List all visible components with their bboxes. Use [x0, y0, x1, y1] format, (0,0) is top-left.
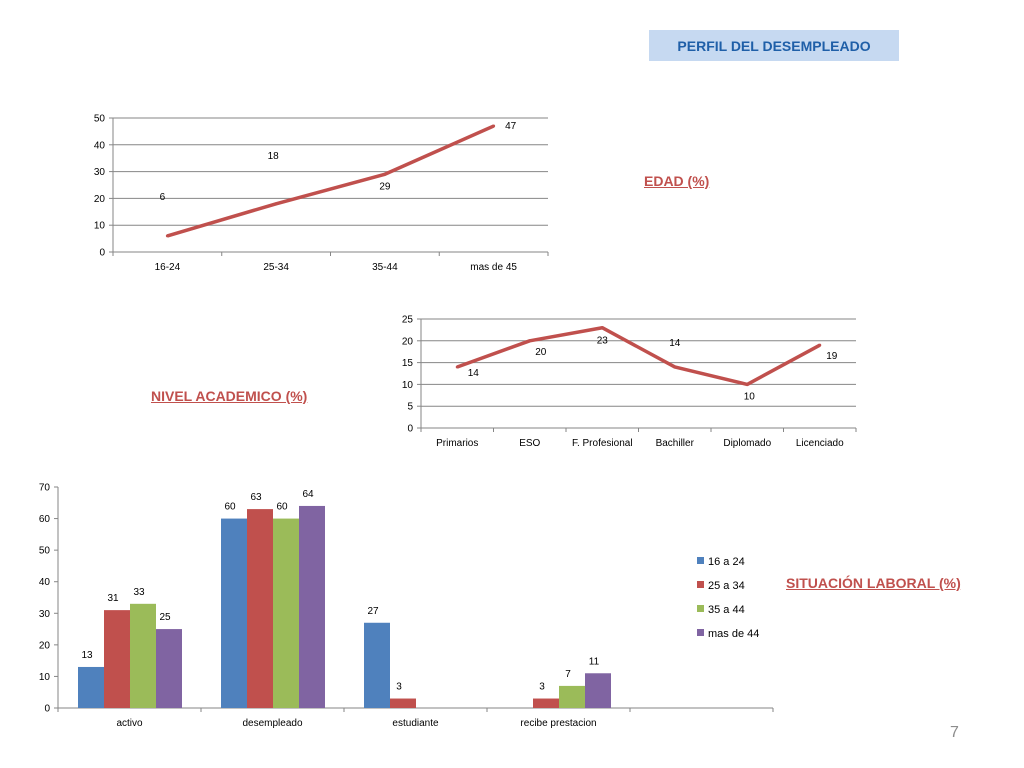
nivel-x-tick-label: Primarios — [436, 438, 478, 449]
nivel-data-label: 23 — [597, 336, 609, 347]
situacion-data-label: 3 — [539, 682, 545, 693]
edad-y-tick-label: 0 — [99, 248, 105, 259]
nivel-data-point — [673, 365, 677, 369]
situacion-data-label: 11 — [589, 656, 600, 667]
situacion-bar — [130, 603, 156, 708]
nivel-data-label: 14 — [669, 338, 681, 349]
nivel-data-point — [600, 326, 604, 330]
situacion-y-tick-label: 30 — [39, 609, 51, 620]
nivel-data-point — [745, 382, 749, 386]
situacion-legend-swatch — [697, 557, 704, 564]
situacion-laboral-bar-chart: 0 10 20 30 40 50 60 70 activo desempleado estudian… — [39, 483, 774, 729]
nivel-y-tick-label: 20 — [402, 336, 414, 347]
nivel-x-tick-label: Bachiller — [656, 438, 695, 449]
situacion-legend-label: mas de 44 — [708, 628, 759, 640]
situacion-legend-swatch — [697, 581, 704, 588]
situacion-bar — [247, 509, 273, 708]
edad-data-point — [383, 172, 387, 176]
situacion-y-tick-label: 0 — [44, 704, 50, 715]
situacion-x-tick-label: recibe prestacion — [520, 718, 596, 729]
edad-x-tick-label: mas de 45 — [470, 262, 517, 273]
edad-data-point — [274, 202, 278, 206]
situacion-y-tick-label: 50 — [39, 546, 51, 557]
nivel-x-tick-label: Diplomado — [723, 438, 771, 449]
nivel-series-line — [456, 325, 821, 387]
edad-y-tick-label: 40 — [94, 140, 106, 151]
edad-y-tick-label: 10 — [94, 221, 106, 232]
situacion-bar — [273, 518, 299, 708]
edad-y-tick-label: 30 — [94, 167, 106, 178]
situacion-data-label: 25 — [159, 612, 171, 623]
situacion-bar — [559, 685, 585, 708]
situacion-y-tick-label: 60 — [39, 514, 51, 525]
situacion-data-label: 60 — [276, 502, 288, 513]
situacion-legend-label: 25 a 34 — [708, 580, 745, 592]
nivel-academico-label: NIVEL ACADEMICO (%) — [151, 388, 308, 404]
situacion-y-tick-label: 10 — [39, 672, 51, 683]
edad-line-chart: 0 10 20 30 40 50 16-24 25-34 35-44 mas de 45 6 18 29… — [94, 114, 549, 273]
page-title: PERFIL DEL DESEMPLEADO — [649, 30, 899, 61]
situacion-bar — [78, 666, 104, 708]
situacion-y-tick-label: 40 — [39, 577, 51, 588]
situacion-legend-swatch — [697, 629, 704, 636]
nivel-x-tick-label: ESO — [519, 438, 540, 449]
nivel-y-tick-label: 15 — [402, 358, 414, 369]
edad-x-tick-label: 16-24 — [155, 262, 181, 273]
nivel-data-point — [455, 365, 459, 369]
situacion-data-label: 60 — [224, 502, 236, 513]
nivel-y-tick-label: 10 — [402, 380, 414, 391]
situacion-data-label: 33 — [133, 587, 145, 598]
situacion-bar — [390, 698, 416, 708]
edad-data-label: 47 — [505, 121, 517, 132]
edad-x-tick-label: 25-34 — [263, 262, 289, 273]
situacion-data-label: 27 — [367, 606, 379, 617]
situacion-legend-swatch — [697, 605, 704, 612]
situacion-legend-label: 16 a 24 — [708, 556, 745, 568]
situacion-bar — [299, 505, 325, 708]
situacion-bar — [104, 610, 130, 708]
nivel-data-label: 19 — [826, 351, 838, 362]
nivel-y-tick-label: 5 — [407, 402, 413, 413]
edad-x-tick-label: 35-44 — [372, 262, 398, 273]
edad-label: EDAD (%) — [644, 173, 710, 189]
situacion-y-tick-label: 20 — [39, 640, 51, 651]
situacion-data-label: 3 — [396, 682, 402, 693]
edad-y-tick-label: 50 — [94, 114, 106, 125]
situacion-data-label: 31 — [107, 593, 119, 604]
nivel-x-tick-label: Licenciado — [796, 438, 844, 449]
situacion-bar — [585, 673, 611, 708]
edad-y-tick-label: 20 — [94, 194, 106, 205]
situacion-bar — [533, 698, 559, 708]
edad-data-label: 29 — [379, 181, 391, 192]
situacion-legend-label: 35 a 44 — [708, 604, 745, 616]
situacion-bar — [364, 622, 390, 708]
edad-data-point — [492, 124, 496, 128]
nivel-data-label: 10 — [744, 391, 756, 402]
edad-data-label: 6 — [160, 192, 166, 203]
edad-data-label: 18 — [268, 151, 280, 162]
nivel-academico-line-chart: 0 5 10 15 20 25 Primarios ESO F. Profesional Bach… — [402, 315, 857, 449]
situacion-bar — [156, 629, 182, 708]
situacion-bar — [221, 518, 247, 708]
nivel-data-point — [818, 343, 822, 347]
nivel-data-point — [528, 339, 532, 343]
situacion-data-label: 13 — [81, 650, 93, 661]
edad-data-point — [165, 234, 169, 238]
situacion-data-label: 64 — [302, 489, 314, 500]
situacion-data-label: 63 — [250, 492, 262, 503]
nivel-y-tick-label: 25 — [402, 315, 414, 326]
page-number: 7 — [950, 724, 959, 741]
nivel-data-label: 14 — [468, 368, 480, 379]
situacion-x-tick-label: desempleado — [242, 718, 302, 729]
nivel-x-tick-label: F. Profesional — [572, 438, 633, 449]
situacion-x-tick-label: activo — [116, 718, 143, 729]
situacion-x-tick-label: estudiante — [392, 718, 439, 729]
nivel-y-tick-label: 0 — [407, 424, 413, 435]
situacion-data-label: 7 — [565, 669, 571, 680]
situacion-y-tick-label: 70 — [39, 483, 51, 494]
edad-series-line — [166, 124, 495, 238]
situacion-laboral-label: SITUACIÓN LABORAL (%) — [786, 575, 961, 591]
nivel-data-label: 20 — [535, 347, 547, 358]
